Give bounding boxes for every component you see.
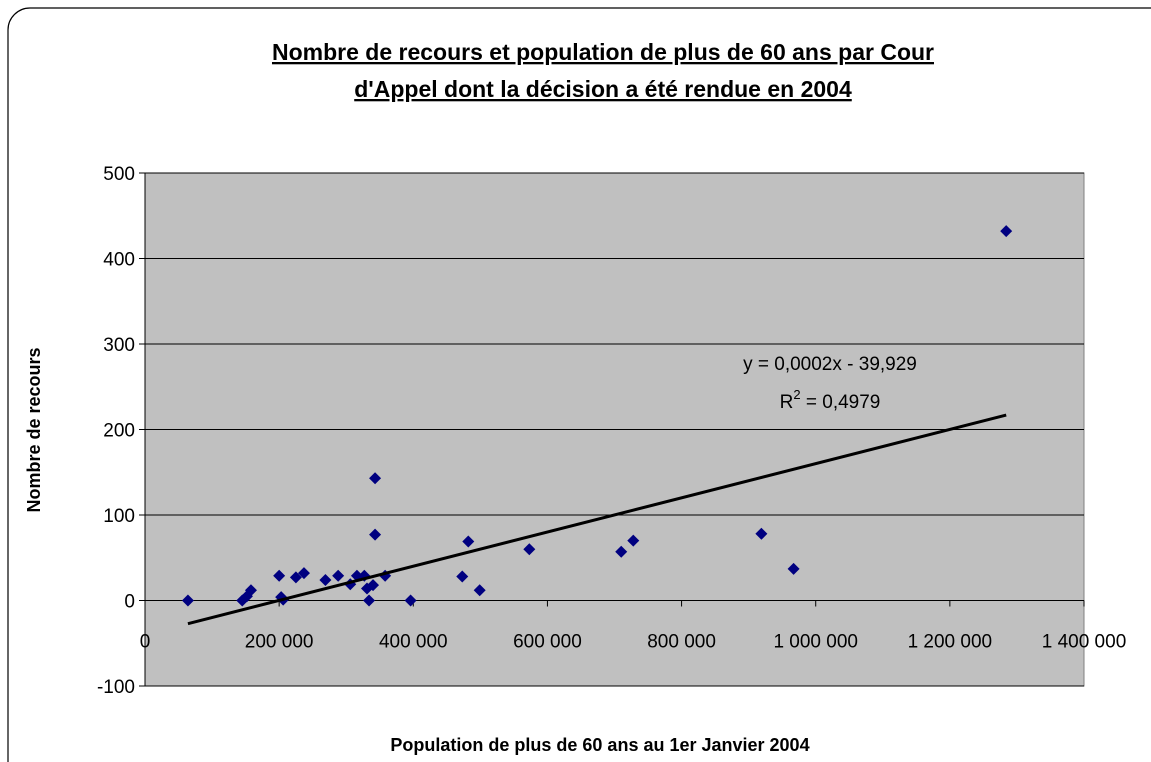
y-tick-label: 500 [103, 164, 135, 185]
chart-title: d'Appel dont la décision a été rendue en… [354, 76, 852, 102]
x-tick-label: 800 000 [647, 632, 716, 653]
point [627, 534, 640, 547]
point [332, 569, 345, 582]
point [787, 562, 800, 575]
point [289, 571, 302, 584]
y-tick-label: -100 [97, 677, 135, 698]
point [404, 594, 417, 607]
x-tick-label: 1 400 000 [1042, 632, 1127, 653]
x-axis-title: Population de plus de 60 ans au 1er Janv… [390, 735, 809, 755]
x-tick-label: 400 000 [379, 632, 448, 653]
point [615, 545, 628, 558]
trendline-equation: y = 0,0002x - 39,929 [743, 354, 917, 375]
y-tick-label: 200 [103, 421, 135, 442]
r-symbol: R [780, 392, 794, 413]
point [369, 472, 382, 485]
point [244, 584, 257, 597]
point [319, 573, 332, 586]
r-exponent: 2 [793, 387, 800, 402]
x-tick-label: 1 200 000 [908, 632, 993, 653]
point [369, 528, 382, 541]
point [273, 569, 286, 582]
r-value: = 0,4979 [801, 392, 881, 413]
y-tick-label: 300 [103, 335, 135, 356]
point [523, 543, 536, 556]
x-tick-label: 600 000 [513, 632, 582, 653]
point [297, 567, 310, 580]
point [755, 527, 768, 540]
point [456, 570, 469, 583]
point [473, 584, 486, 597]
chart-title: Nombre de recours et population de plus … [272, 39, 934, 65]
y-tick-label: 0 [124, 592, 135, 613]
point [1000, 225, 1013, 238]
y-tick-label: 400 [103, 250, 135, 271]
y-tick-label: 100 [103, 506, 135, 527]
x-tick-label: 0 [140, 632, 151, 653]
point [462, 535, 475, 548]
trendline-r-squared: R2 = 0,4979 [780, 387, 881, 413]
x-tick-label: 200 000 [245, 632, 314, 653]
point [181, 594, 194, 607]
y-axis-title: Nombre de recours [24, 347, 44, 512]
x-tick-label: 1 000 000 [773, 632, 858, 653]
trendline [187, 413, 1007, 626]
point [363, 594, 376, 607]
point [367, 579, 380, 592]
